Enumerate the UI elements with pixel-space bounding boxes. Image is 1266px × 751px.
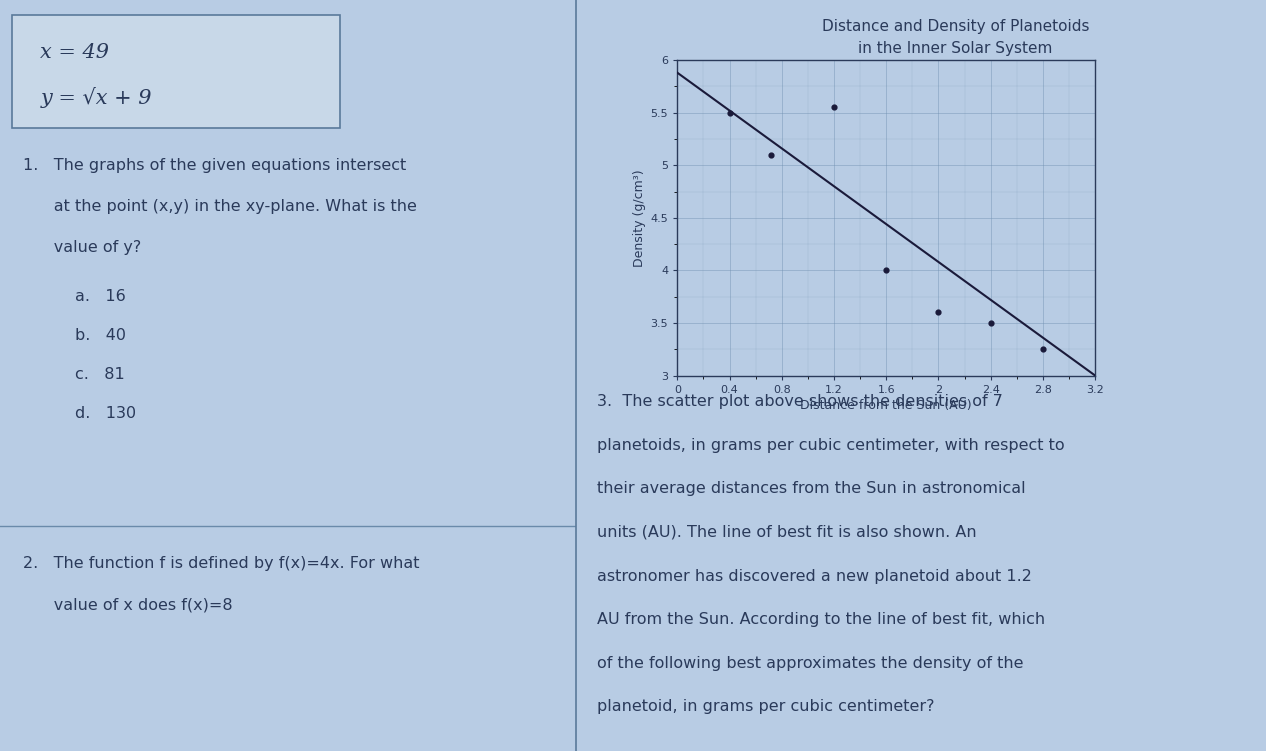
Text: planetoids, in grams per cubic centimeter, with respect to: planetoids, in grams per cubic centimete… [596, 438, 1065, 453]
Text: of the following best approximates the density of the: of the following best approximates the d… [596, 656, 1023, 671]
Text: d.   130: d. 130 [75, 406, 135, 421]
X-axis label: Distance from the Sun (AU): Distance from the Sun (AU) [800, 399, 972, 412]
Text: value of y?: value of y? [23, 240, 142, 255]
Text: x = 49: x = 49 [41, 43, 109, 62]
Text: 3.  The scatter plot above shows the densities of 7: 3. The scatter plot above shows the dens… [596, 394, 1003, 409]
Text: a.   16: a. 16 [75, 289, 125, 304]
Point [876, 264, 896, 276]
Text: their average distances from the Sun in astronomical: their average distances from the Sun in … [596, 481, 1025, 496]
Point [719, 107, 739, 119]
Point [824, 101, 844, 113]
Point [1033, 343, 1053, 355]
Text: y = √x + 9: y = √x + 9 [41, 87, 152, 108]
Text: b.   40: b. 40 [75, 328, 125, 343]
Text: c.   81: c. 81 [75, 367, 124, 382]
Text: at the point (x,y) in the xy-plane. What is the: at the point (x,y) in the xy-plane. What… [23, 199, 417, 214]
Text: planetoid, in grams per cubic centimeter?: planetoid, in grams per cubic centimeter… [596, 699, 934, 714]
Text: value of x does f(x)=8: value of x does f(x)=8 [23, 597, 233, 612]
Text: 1.   The graphs of the given equations intersect: 1. The graphs of the given equations int… [23, 158, 406, 173]
Text: in the Inner Solar System: in the Inner Solar System [858, 41, 1053, 56]
Point [928, 306, 948, 318]
FancyBboxPatch shape [11, 15, 339, 128]
Point [980, 317, 1000, 329]
Text: 2.   The function f is defined by f(x)=4x. For what: 2. The function f is defined by f(x)=4x.… [23, 556, 419, 571]
Text: AU from the Sun. According to the line of best fit, which: AU from the Sun. According to the line o… [596, 612, 1044, 627]
Text: Distance and Density of Planetoids: Distance and Density of Planetoids [822, 19, 1089, 34]
Y-axis label: Density (g/cm³): Density (g/cm³) [633, 169, 647, 267]
Point [761, 149, 781, 161]
Text: astronomer has discovered a new planetoid about 1.2: astronomer has discovered a new planetoi… [596, 569, 1032, 584]
Text: units (AU). The line of best fit is also shown. An: units (AU). The line of best fit is also… [596, 525, 976, 540]
